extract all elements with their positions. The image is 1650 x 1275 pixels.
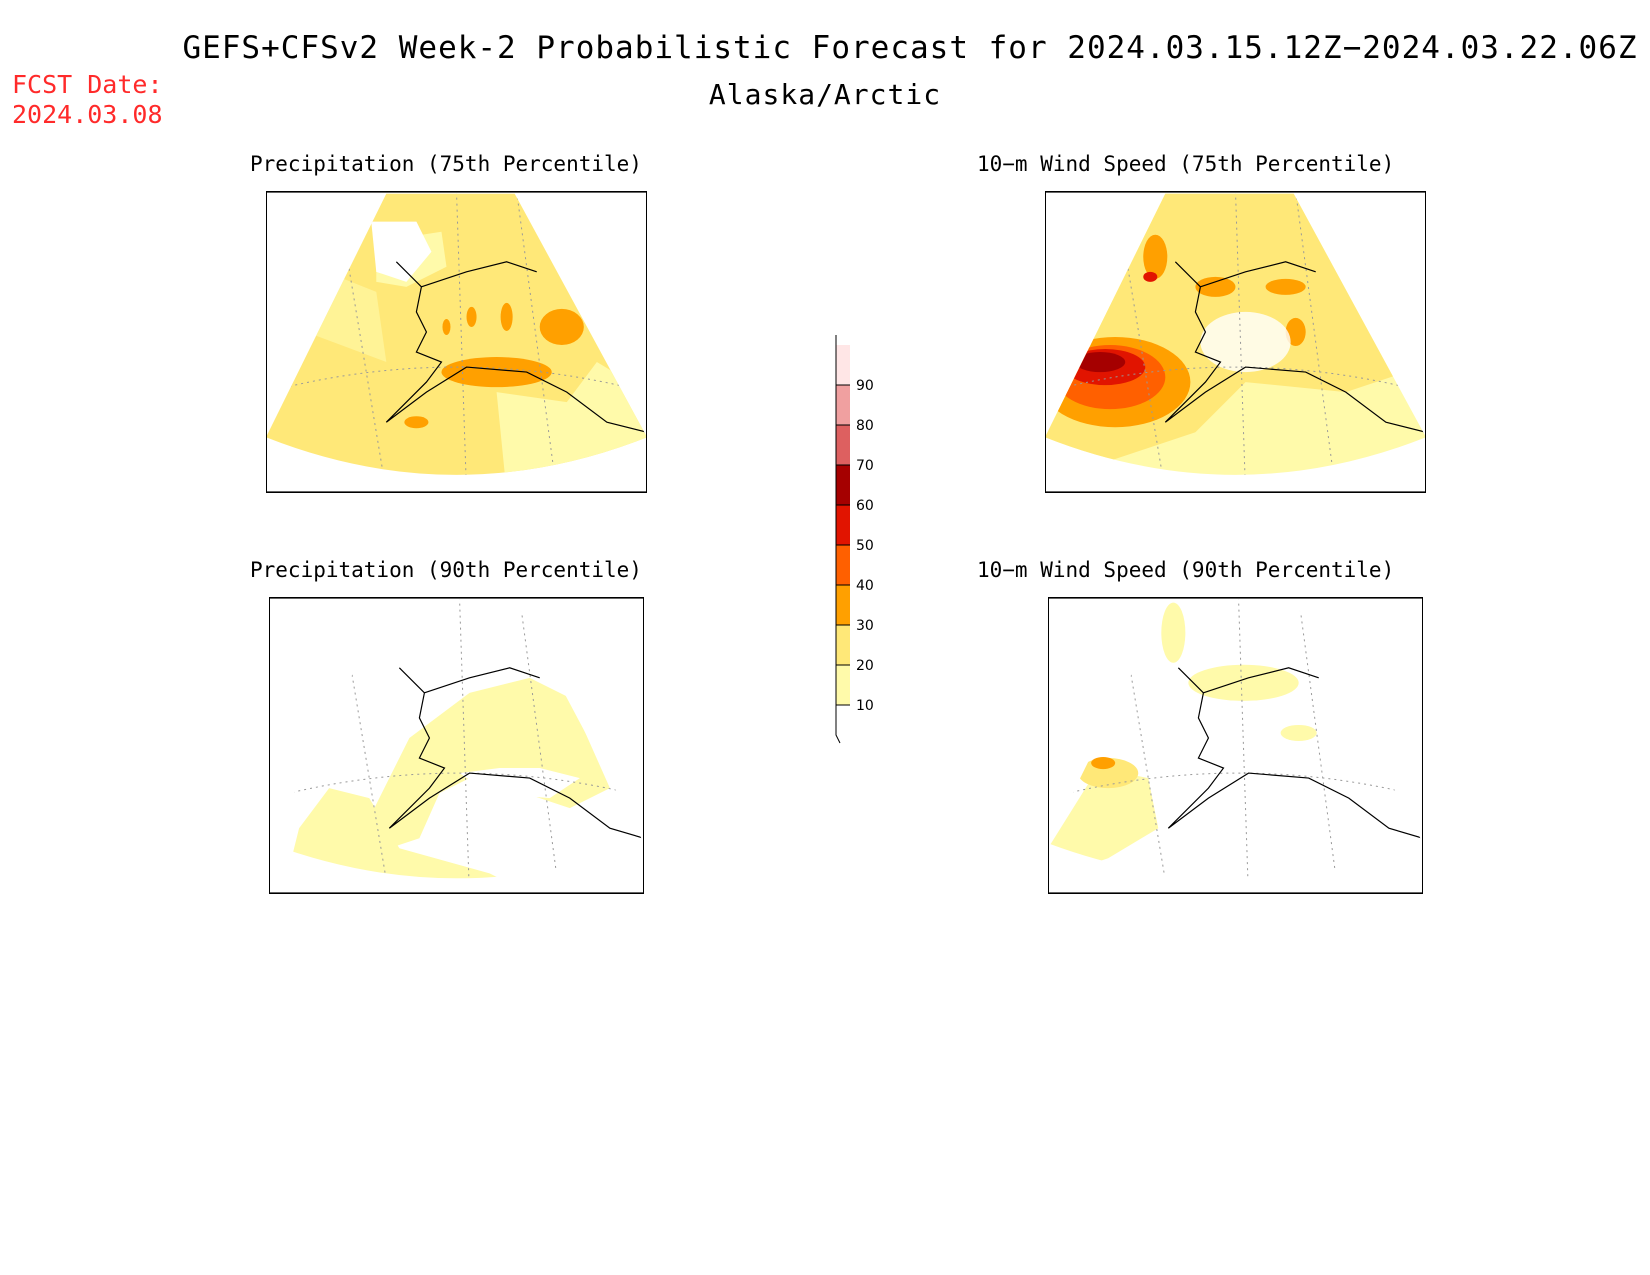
shading-60-70 [1075, 352, 1126, 373]
shading-10-20 [369, 677, 610, 849]
shading-30-40 [441, 357, 552, 388]
forecast-date: FCST Date: 2024.03.08 [12, 70, 163, 130]
shading-30-40 [1091, 757, 1116, 770]
colorbar-tick-label: 70 [856, 458, 874, 474]
map-precip-75 [266, 191, 647, 493]
shading-30-40 [466, 306, 477, 327]
colorbar-tick-label: 20 [856, 658, 874, 674]
colorbar-swatch [836, 385, 850, 425]
shading-30-40 [539, 308, 584, 346]
forecast-date-label: FCST Date: [12, 70, 163, 99]
shading-30-40 [404, 416, 429, 429]
forecast-date-value: 2024.03.08 [12, 100, 163, 129]
shading-10-20 [1188, 664, 1299, 701]
colorbar-swatch [836, 345, 850, 385]
shading-30-40 [1195, 276, 1236, 297]
panel-title-wind-75: 10−m Wind Speed (75th Percentile) [977, 152, 1395, 176]
grid-lines [269, 599, 644, 879]
panel-title-wind-90: 10−m Wind Speed (90th Percentile) [977, 558, 1395, 582]
shading-10-20 [1161, 602, 1186, 663]
coastline [385, 261, 647, 433]
colorbar: 10 20 30 40 50 60 70 80 90 [820, 312, 880, 749]
coastline [388, 667, 644, 839]
colorbar-swatch [836, 425, 850, 465]
figure-title: GEFS+CFSv2 Week-2 Probabilistic Forecast… [182, 30, 1638, 66]
map-wind-75 [1045, 191, 1426, 493]
colorbar-tick-label: 40 [856, 578, 874, 594]
panel-title-precip-90: Precipitation (90th Percentile) [250, 558, 642, 582]
figure-subtitle: Alaska/Arctic [708, 78, 942, 111]
colorbar-swatch [836, 625, 850, 665]
shading-50-60 [1143, 271, 1158, 282]
colorbar-scale: 10 20 30 40 50 60 70 80 90 [835, 312, 874, 744]
grid-lines [1048, 599, 1423, 879]
colorbar-swatch [836, 465, 850, 505]
colorbar-swatch [836, 665, 850, 705]
panel-title-precip-75: Precipitation (75th Percentile) [250, 152, 642, 176]
shading-below-10 [371, 221, 432, 282]
shading-30-40 [500, 302, 513, 331]
shading-30-40 [442, 318, 451, 335]
shading-10-20 [1048, 768, 1159, 869]
shading-below-10 [1200, 311, 1291, 373]
colorbar-tick-label: 30 [856, 618, 874, 634]
coastline [1164, 261, 1426, 433]
map-wind-90 [1048, 597, 1423, 894]
shading-below-10 [459, 768, 580, 799]
colorbar-tick-label: 50 [856, 538, 874, 554]
shading-30-40 [1143, 234, 1168, 279]
colorbar-bottom-extension [835, 705, 841, 744]
colorbar-tick-label: 10 [856, 698, 874, 714]
colorbar-swatch [836, 585, 850, 625]
shading-10-20 [1280, 724, 1317, 741]
colorbar-swatch [836, 545, 850, 585]
colorbar-tick-label: 80 [856, 418, 874, 434]
colorbar-swatch [836, 505, 850, 545]
colorbar-tick-label: 90 [856, 378, 874, 394]
colorbar-tick-label: 60 [856, 498, 874, 514]
shading-30-40 [1265, 278, 1306, 295]
colorbar-top-extension [835, 312, 841, 345]
grid-lines [1045, 193, 1426, 475]
grid-lines [266, 193, 647, 475]
map-precip-90 [269, 597, 644, 894]
shading-30-40 [1285, 317, 1306, 347]
coastline [1167, 667, 1423, 839]
